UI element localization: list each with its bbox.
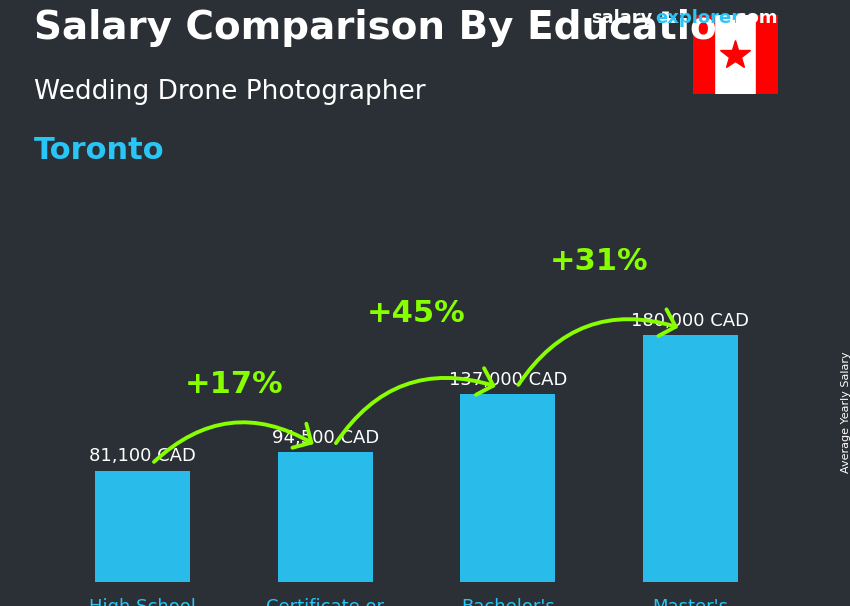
Text: Average Yearly Salary: Average Yearly Salary xyxy=(841,351,850,473)
Bar xyxy=(95,471,190,582)
Bar xyxy=(756,15,778,94)
Text: +31%: +31% xyxy=(550,247,649,276)
FancyArrowPatch shape xyxy=(154,422,311,462)
Text: 81,100 CAD: 81,100 CAD xyxy=(89,447,196,465)
Bar xyxy=(693,15,714,94)
Bar xyxy=(278,452,372,582)
Text: Toronto: Toronto xyxy=(34,136,165,165)
Text: Salary Comparison By Education: Salary Comparison By Education xyxy=(34,9,745,47)
Bar xyxy=(643,335,738,582)
Text: +45%: +45% xyxy=(367,299,466,328)
Text: .com: .com xyxy=(729,9,778,27)
Bar xyxy=(714,15,756,94)
Text: 137,000 CAD: 137,000 CAD xyxy=(449,371,567,388)
Text: +17%: +17% xyxy=(184,370,283,399)
Text: 180,000 CAD: 180,000 CAD xyxy=(632,311,749,330)
FancyArrowPatch shape xyxy=(336,368,493,443)
Text: 94,500 CAD: 94,500 CAD xyxy=(272,429,379,447)
Text: salary: salary xyxy=(591,9,652,27)
Text: explorer: explorer xyxy=(655,9,740,27)
Bar xyxy=(461,394,555,582)
Text: Wedding Drone Photographer: Wedding Drone Photographer xyxy=(34,79,426,105)
FancyArrowPatch shape xyxy=(518,310,676,385)
